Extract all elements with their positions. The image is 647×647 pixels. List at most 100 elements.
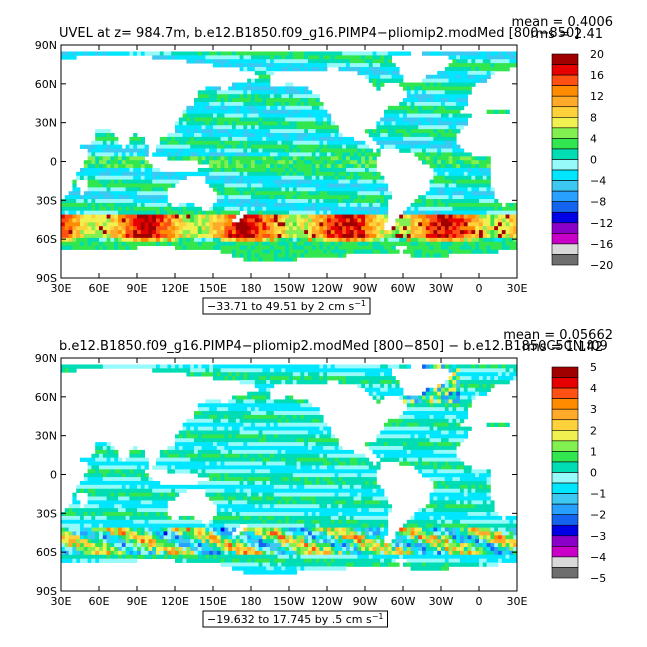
field-cell (224, 167, 229, 173)
field-cell (452, 55, 457, 60)
field-cell (319, 249, 324, 254)
field-cell (482, 249, 487, 254)
field-cell (513, 63, 518, 68)
field-cell (308, 253, 313, 258)
field-cell (319, 206, 324, 212)
field-cell (156, 364, 161, 369)
field-cell (353, 245, 358, 250)
field-cell (376, 395, 381, 400)
field-cell (137, 218, 142, 223)
x-tick-label: 120E (161, 282, 189, 295)
field-cell (365, 387, 370, 393)
field-cell (357, 237, 362, 243)
field-cell (505, 245, 510, 250)
field-cell (258, 74, 263, 80)
field-cell (296, 187, 301, 192)
field-cell (460, 82, 465, 87)
field-cell (441, 109, 446, 114)
field-cell (452, 214, 457, 219)
field-cell (133, 136, 138, 142)
field-cell (80, 195, 85, 200)
field-cell (95, 167, 100, 173)
field-cell (152, 230, 157, 235)
field-cell (129, 144, 134, 149)
field-cell (365, 241, 370, 247)
field-cell (178, 230, 183, 235)
field-cell (216, 199, 221, 204)
field-cell (243, 67, 248, 72)
field-cell (232, 226, 237, 231)
field-cell (159, 199, 164, 204)
field-cell (308, 199, 313, 204)
field-cell (232, 82, 237, 87)
field-cell (486, 245, 491, 250)
field-cell (235, 167, 240, 173)
field-cell (266, 206, 271, 212)
field-cell (330, 214, 335, 219)
field-cell (251, 82, 256, 87)
field-cell (216, 94, 221, 99)
field-cell (429, 113, 434, 118)
field-cell (205, 125, 210, 130)
field-cell (144, 199, 149, 204)
field-cell (152, 55, 157, 60)
field-cell (232, 253, 237, 258)
field-cell (429, 121, 434, 126)
field-cell (209, 113, 214, 118)
field-cell (243, 164, 248, 169)
field-cell (368, 226, 373, 231)
field-cell (494, 368, 499, 373)
field-cell (433, 171, 438, 177)
field-cell (209, 175, 214, 181)
field-cell (216, 179, 221, 184)
field-cell (289, 376, 294, 381)
field-cell (471, 171, 476, 177)
field-cell (380, 368, 385, 373)
field-cell (220, 98, 225, 103)
map-field (61, 364, 518, 575)
field-cell (460, 210, 465, 215)
field-cell (330, 164, 335, 169)
field-cell (262, 117, 267, 122)
field-cell (277, 67, 282, 72)
field-cell (251, 245, 256, 250)
field-cell (110, 156, 115, 161)
field-cell (308, 117, 313, 122)
field-cell (289, 59, 294, 64)
field-cell (243, 376, 248, 381)
field-cell (292, 156, 297, 161)
field-cell (513, 372, 518, 377)
field-cell (429, 140, 434, 146)
x-tick-label: 180 (241, 282, 262, 295)
field-cell (205, 175, 210, 181)
field-cell (349, 226, 354, 231)
field-cell (441, 98, 446, 103)
field-cell (315, 195, 320, 200)
field-cell (292, 101, 297, 107)
field-cell (190, 222, 195, 227)
field-cell (182, 218, 187, 223)
field-cell (406, 98, 411, 103)
field-cell (114, 241, 119, 247)
field-cell (308, 237, 313, 243)
field-cell (167, 214, 172, 219)
field-cell (463, 59, 468, 64)
field-cell (285, 117, 290, 122)
field-cell (414, 206, 419, 212)
field-cell (486, 175, 491, 181)
field-cell (433, 195, 438, 200)
field-cell (319, 63, 324, 68)
field-cell (327, 55, 332, 60)
field-cell (133, 187, 138, 192)
field-cell (258, 121, 263, 126)
field-cell (125, 210, 130, 215)
field-cell (254, 210, 259, 215)
field-cell (353, 144, 358, 149)
field-cell (319, 230, 324, 235)
field-cell (361, 175, 366, 181)
field-cell (315, 51, 320, 56)
field-cell (281, 67, 286, 72)
field-cell (266, 144, 271, 149)
field-cell (330, 372, 335, 377)
field-cell (235, 133, 240, 138)
